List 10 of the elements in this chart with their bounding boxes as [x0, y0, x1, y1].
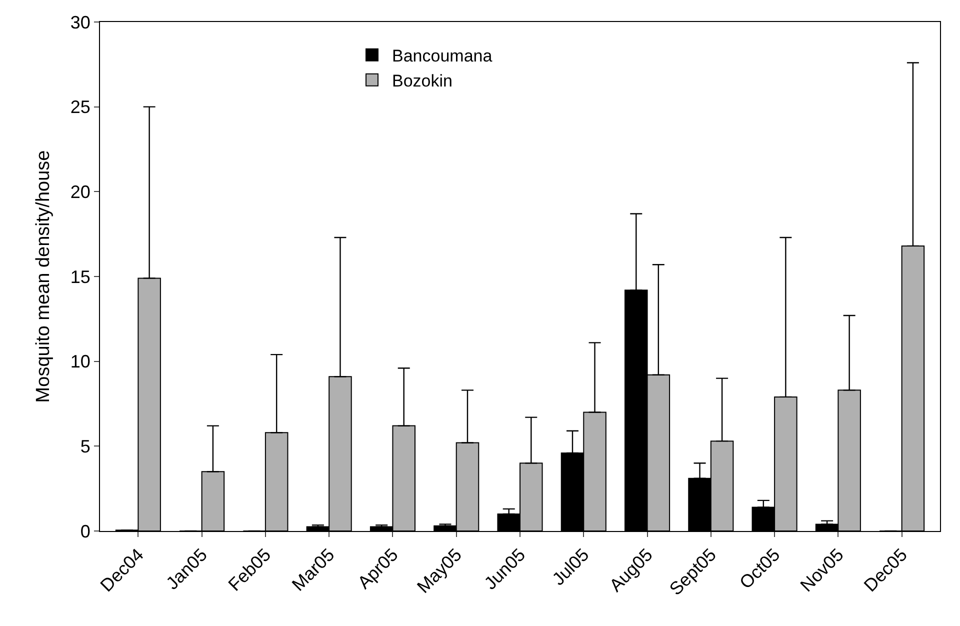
y-tick-label: 0	[80, 521, 90, 542]
y-axis-title: Mosquito mean density/house	[33, 150, 54, 403]
legend-label: Bancoumana	[392, 46, 493, 66]
y-tick-label: 30	[70, 12, 90, 32]
y-tick-label: 25	[70, 97, 90, 118]
y-tick-label: 10	[70, 352, 90, 372]
y-tick-label: 5	[80, 436, 90, 456]
legend-label: Bozokin	[392, 72, 452, 91]
y-tick-label: 15	[70, 266, 90, 287]
y-tick-label: 20	[70, 182, 90, 202]
